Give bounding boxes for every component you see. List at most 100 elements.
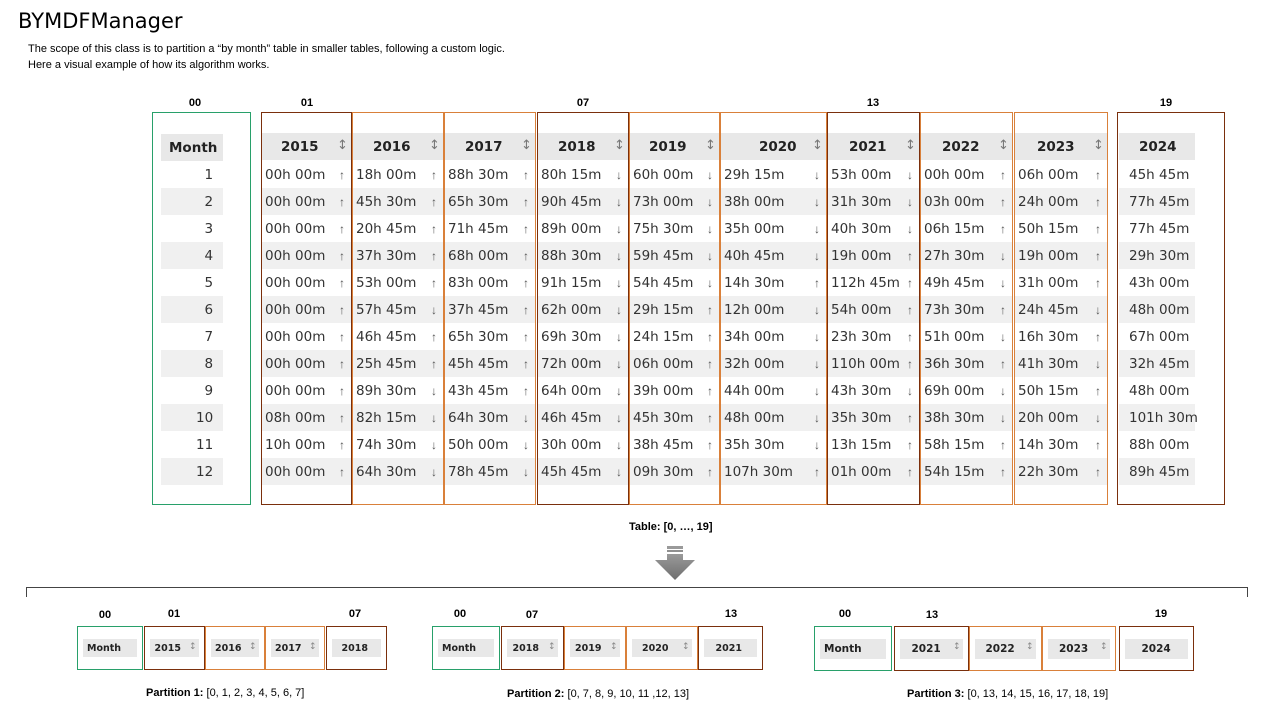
row-stripe [1119,404,1195,431]
partition-2-header-2018[interactable]: 2018 ↕ [507,639,558,657]
sort-icon[interactable]: ↕ [998,138,1009,153]
value-cell: 101h 30m [1129,410,1198,426]
partition-header-label: 2018 [341,643,368,654]
sort-icon[interactable]: ↕ [610,642,618,652]
partition-1-header-2017[interactable]: 2017 ↕ [271,639,319,657]
year-header-2015[interactable]: 2015 ↕ [262,133,351,160]
partition-3-header-month[interactable]: Month [820,639,886,659]
value-cell: 49h 45m [924,275,985,291]
row-stripe [262,458,351,485]
partition-2-header-month[interactable]: Month [438,639,494,657]
row-stripe [921,404,1012,431]
arrow-down-icon: ↓ [523,438,529,452]
sort-icon[interactable]: ↕ [905,138,916,153]
row-stripe [630,296,719,323]
arrow-down-icon: ↓ [814,195,820,209]
value-cell: 35h 00m [724,221,785,237]
year-header-2024[interactable]: 2024 [1119,133,1195,160]
partition-1-header-month[interactable]: Month [83,639,137,657]
sort-icon[interactable]: ↕ [309,642,317,652]
row-stripe [445,296,535,323]
year-header-2017[interactable]: 2017 ↕ [445,133,535,160]
arrow-up-icon: ↑ [907,276,913,290]
year-header-label: 2020 [759,139,797,155]
sort-icon[interactable]: ↕ [548,642,556,652]
sort-icon[interactable]: ↕ [953,642,961,652]
year-header-2022[interactable]: 2022 ↕ [921,133,1012,160]
arrow-down-icon: ↓ [814,411,820,425]
partition-1-header-2018[interactable]: 2018 [332,639,381,657]
sort-icon[interactable]: ↕ [705,138,716,153]
index-label-07: 07 [576,97,590,109]
partition-header-label: 2024 [1141,643,1171,655]
row-stripe [445,350,535,377]
arrow-up-icon: ↑ [1095,195,1101,209]
value-cell: 18h 00m [356,167,417,183]
year-column-2022 [920,112,1013,505]
arrow-down-icon: ↓ [1000,411,1006,425]
partition-3-header-2022[interactable]: 2022 ↕ [975,639,1036,659]
partition-2-column-month [432,626,500,670]
arrow-up-icon: ↑ [1095,438,1101,452]
value-cell: 10h 00m [265,437,326,453]
arrow-down-icon: ↓ [616,438,622,452]
year-header-label: 2019 [649,139,687,155]
value-cell: 45h 30m [633,410,694,426]
value-cell: 73h 00m [633,194,694,210]
partition-3-header-2023[interactable]: 2023 ↕ [1048,639,1110,659]
sort-icon[interactable]: ↕ [249,642,257,652]
month-cell: 7 [204,329,214,345]
row-stripe [353,404,443,431]
value-cell: 03h 00m [924,194,985,210]
month-cell: 1 [204,167,214,183]
sort-icon[interactable]: ↕ [1100,642,1108,652]
partition-1-header-2015[interactable]: 2015 ↕ [150,639,199,657]
value-cell: 50h 15m [1018,221,1079,237]
value-cell: 00h 00m [265,275,326,291]
month-cell: 10 [196,410,214,426]
year-header-2020[interactable]: 2020 ↕ [721,133,826,160]
sort-icon[interactable]: ↕ [682,642,690,652]
value-cell: 45h 30m [356,194,417,210]
sort-icon[interactable]: ↕ [521,138,532,153]
value-cell: 57h 45m [356,302,417,318]
sort-icon[interactable]: ↕ [1093,138,1104,153]
arrow-up-icon: ↑ [339,357,345,371]
arrow-down-icon: ↓ [616,276,622,290]
year-header-2016[interactable]: 2016 ↕ [353,133,443,160]
p3-index-13: 13 [925,609,939,621]
arrow-up-icon: ↑ [814,276,820,290]
arrow-up-icon: ↑ [907,303,913,317]
partition-1-header-2016[interactable]: 2016 ↕ [211,639,259,657]
sort-icon[interactable]: ↕ [189,642,197,652]
partition-2-header-2020[interactable]: 2020 ↕ [632,639,692,657]
arrow-up-icon: ↑ [431,357,437,371]
row-stripe [445,242,535,269]
year-header-2021[interactable]: 2021 ↕ [828,133,919,160]
partition-2-header-2021[interactable]: 2021 [704,639,757,657]
year-header-2018[interactable]: 2018 ↕ [538,133,628,160]
value-cell: 77h 45m [1129,194,1190,210]
value-cell: 13h 15m [831,437,892,453]
index-label-00: 00 [188,97,202,109]
sort-icon[interactable]: ↕ [337,138,348,153]
partition-3-header-2021[interactable]: 2021 ↕ [900,639,963,659]
partition-3-column-month [814,626,892,671]
year-header-2019[interactable]: 2019 ↕ [630,133,719,160]
sort-icon[interactable]: ↕ [812,138,823,153]
table-caption: Table: [0, …, 19] [629,521,713,533]
partition-2-header-2019[interactable]: 2019 ↕ [570,639,620,657]
arrow-down-icon: ↓ [707,168,713,182]
arrow-down-icon: ↓ [1000,276,1006,290]
row-stripe [445,188,535,215]
row-stripe [262,242,351,269]
year-header-2023[interactable]: 2023 ↕ [1015,133,1107,160]
value-cell: 25h 45m [356,356,417,372]
sort-icon[interactable]: ↕ [429,138,440,153]
arrow-up-icon: ↑ [707,384,713,398]
partition-3-header-2024[interactable]: 2024 [1125,639,1188,659]
sort-icon[interactable]: ↕ [614,138,625,153]
value-cell: 31h 00m [1018,275,1079,291]
month-header[interactable]: Month [161,134,223,161]
sort-icon[interactable]: ↕ [1026,642,1034,652]
